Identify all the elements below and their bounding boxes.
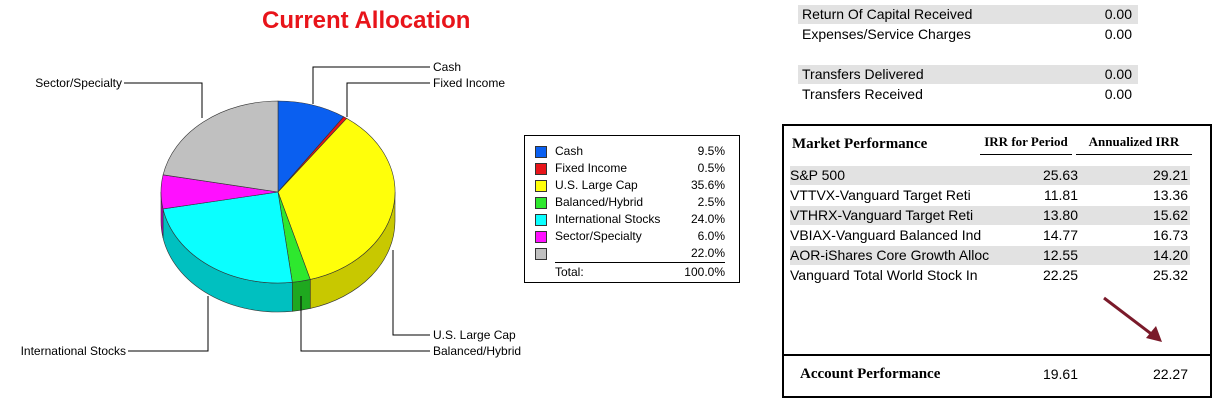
pie-top [160, 100, 396, 284]
pie-callouts: Cash Fixed Income U.S. Large Cap Balanced/H… [21, 60, 521, 358]
table-row: AOR-iShares Core Growth Alloc 12.55 14.2… [790, 246, 1190, 265]
legend-label: Balanced/Hybrid [555, 195, 644, 209]
benchmark-name: VTTVX-Vanguard Target Reti [790, 187, 971, 203]
legend-percent: 35.6% [690, 178, 725, 192]
benchmark-name: S&P 500 [790, 167, 846, 183]
transaction-value: 0.00 [1104, 26, 1132, 42]
irr-period-value: 22.25 [1042, 267, 1078, 283]
benchmark-name: Vanguard Total World Stock In [790, 267, 978, 283]
annualized-irr-value: 16.73 [1152, 227, 1188, 243]
pie-slice-2 [277, 117, 396, 280]
transaction-label: Return Of Capital Received [802, 6, 973, 22]
pie-slice-4 [162, 191, 293, 284]
callout-line-0 [312, 66, 430, 104]
legend-label: Fixed Income [555, 161, 628, 175]
transaction-value: 0.00 [1104, 86, 1132, 102]
legend-item-unlabeled: 22.0% [535, 245, 725, 262]
annualized-irr-value: 25.32 [1152, 267, 1188, 283]
legend-percent: 24.0% [690, 212, 725, 226]
legend-total-row: Total: 100.0% [535, 264, 725, 281]
legend-item-us-large-cap: U.S. Large Cap 35.6% [535, 177, 725, 194]
legend-percent: 6.0% [697, 229, 725, 243]
legend-swatch [535, 146, 547, 158]
table-row: S&P 500 25.63 29.21 [790, 166, 1190, 185]
arrow-shaft [1103, 296, 1155, 338]
chart-legend: Cash 9.5% Fixed Income 0.5% U.S. Large C… [524, 135, 740, 283]
table-row: VTTVX-Vanguard Target Reti 11.81 13.36 [790, 186, 1190, 205]
callout-line-5 [124, 82, 203, 118]
transaction-value: 0.00 [1104, 6, 1132, 22]
legend-item-balanced-hybrid: Balanced/Hybrid 2.5% [535, 194, 725, 211]
market-performance-title: Market Performance [792, 136, 928, 152]
legend-item-international-stocks: International Stocks 24.0% [535, 211, 725, 228]
annualized-irr-value: 29.21 [1152, 167, 1188, 183]
legend-item-sector-specialty: Sector/Specialty 6.0% [535, 228, 725, 245]
table-row: VBIAX-Vanguard Balanced Ind 14.77 16.73 [790, 226, 1190, 245]
legend-label: Cash [555, 144, 584, 158]
irr-period-value: 12.55 [1042, 247, 1078, 263]
table-row: Expenses/Service Charges 0.00 [798, 25, 1138, 44]
account-performance-label: Account Performance [800, 366, 941, 382]
legend-swatch [535, 214, 547, 226]
legend-item-fixed-income: Fixed Income 0.5% [535, 160, 725, 177]
table-row: Transfers Delivered 0.00 [798, 65, 1138, 84]
transaction-label: Transfers Delivered [802, 66, 924, 82]
irr-period-value: 14.77 [1042, 227, 1078, 243]
legend-percent: 22.0% [690, 246, 725, 260]
legend-item-cash: Cash 9.5% [535, 143, 725, 160]
transaction-label: Transfers Received [802, 86, 923, 102]
account-divider [784, 354, 1210, 356]
table-row: VTHRX-Vanguard Target Reti 13.80 15.62 [790, 206, 1190, 225]
table-row: Return Of Capital Received 0.00 [798, 5, 1138, 24]
legend-swatch [535, 248, 547, 260]
legend-percent: 0.5% [697, 161, 725, 175]
transaction-value: 0.00 [1104, 66, 1132, 82]
legend-swatch [535, 231, 547, 243]
legend-label: International Stocks [555, 212, 661, 226]
legend-swatch [535, 180, 547, 192]
legend-percent: 9.5% [697, 144, 725, 158]
transaction-label: Expenses/Service Charges [802, 26, 971, 42]
annualized-irr-value: 13.36 [1152, 187, 1188, 203]
callout-label-0: Cash [433, 60, 461, 74]
chart-title: Current Allocation [262, 7, 471, 34]
irr-period-value: 11.81 [1044, 187, 1078, 203]
benchmark-name: VTHRX-Vanguard Target Reti [790, 207, 974, 223]
annualized-irr-value: 14.20 [1152, 247, 1188, 263]
arrow-annotation [1103, 296, 1162, 342]
table-row: Transfers Received 0.00 [798, 85, 1138, 104]
callout-label-4: International Stocks [21, 344, 126, 358]
benchmark-name: AOR-iShares Core Growth Alloc [790, 247, 990, 263]
irr-period-value: 25.63 [1042, 167, 1078, 183]
callout-label-1: Fixed Income [433, 76, 505, 90]
legend-label: Sector/Specialty [555, 229, 642, 243]
irr-period-value: 13.80 [1042, 207, 1078, 223]
callout-line-2 [392, 250, 430, 336]
market-performance-panel: Market Performance IRR for Period Annual… [782, 124, 1212, 398]
annualized-irr-value: 15.62 [1152, 207, 1188, 223]
callout-line-3 [300, 296, 430, 352]
callout-line-1 [346, 82, 430, 117]
table-row: Vanguard Total World Stock In 22.25 25.3… [790, 266, 1190, 285]
legend-total-value: 100.0% [684, 265, 725, 279]
callout-label-5: Sector/Specialty [35, 76, 122, 90]
arrow-head [1146, 326, 1162, 342]
legend-divider [555, 262, 725, 263]
pie-sides [160, 191, 396, 313]
legend-total-label: Total: [555, 265, 584, 279]
legend-percent: 2.5% [697, 195, 725, 209]
annualized-irr-header: Annualized IRR [1076, 134, 1192, 155]
legend-swatch [535, 197, 547, 209]
callout-label-2: U.S. Large Cap [433, 328, 516, 342]
legend-label: U.S. Large Cap [555, 178, 638, 192]
callout-line-4 [128, 296, 209, 352]
account-irr-value: 19.61 [1042, 366, 1078, 382]
pie-slice-6 [162, 100, 279, 193]
irr-period-header: IRR for Period [980, 134, 1072, 155]
account-annualized-value: 22.27 [1152, 366, 1188, 382]
benchmark-name: VBIAX-Vanguard Balanced Ind [790, 227, 982, 243]
legend-swatch [535, 163, 547, 175]
callout-label-3: Balanced/Hybrid [433, 344, 521, 358]
allocation-pie-chart: Cash Fixed Income U.S. Large Cap Balanced/H… [21, 60, 521, 358]
